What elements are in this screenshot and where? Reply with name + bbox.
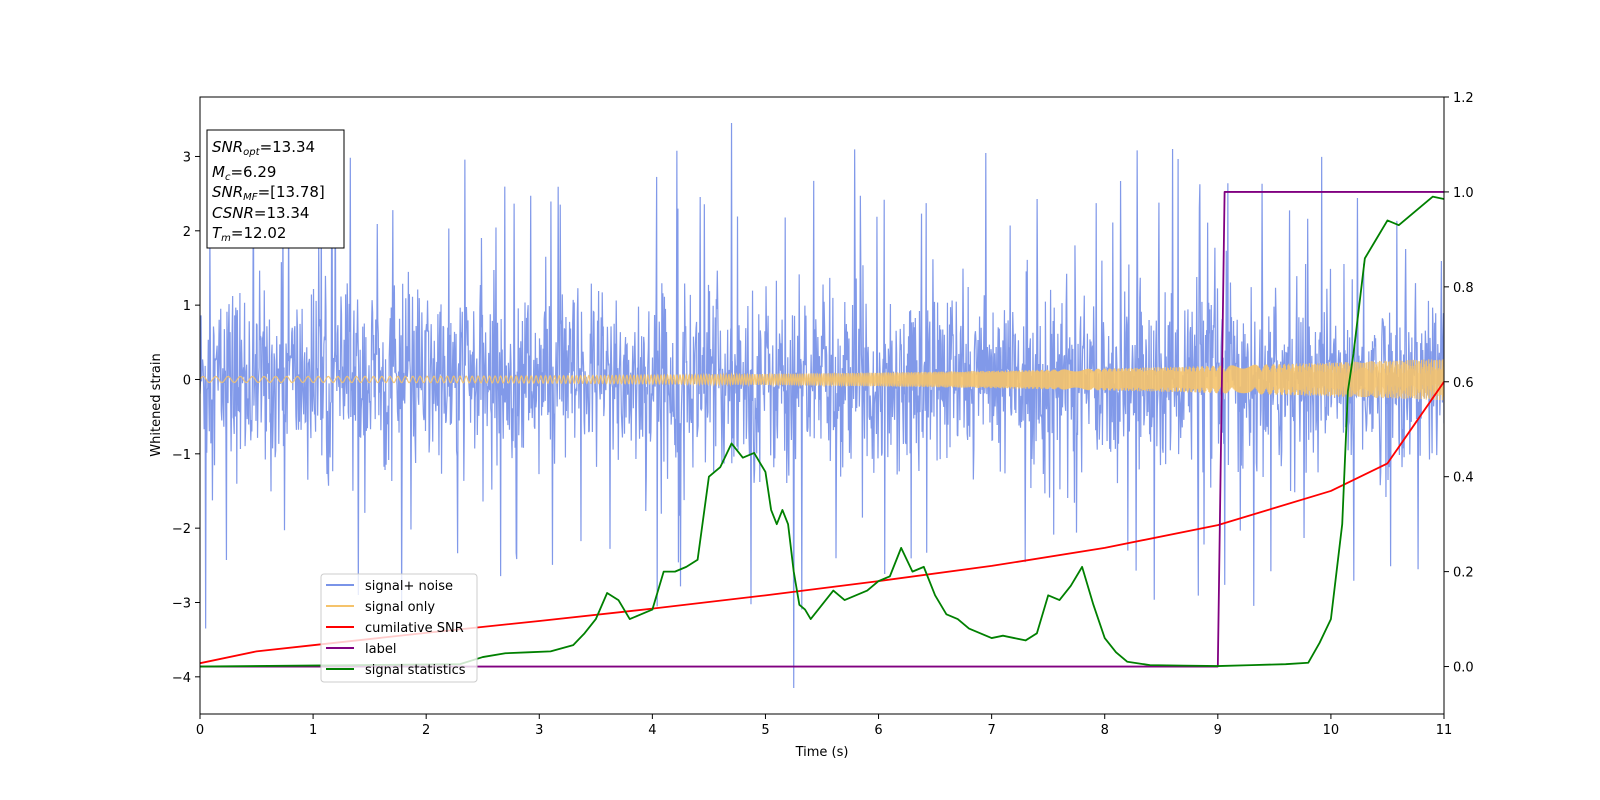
y-tick-label: 0: [183, 373, 191, 388]
y2-tick-label: 0.2: [1453, 566, 1474, 581]
x-tick-label: 6: [874, 723, 882, 738]
info-snr-opt: SNRopt=13.34: [212, 138, 315, 158]
x-tick-label: 3: [535, 723, 543, 738]
legend-label-cumulative-snr: cumilative SNR: [365, 621, 464, 636]
y2-tick-label: 0.6: [1453, 376, 1474, 391]
y-tick-label: 1: [183, 299, 191, 314]
y-axis-left: 3 2 1 0 −1 −2 −3 −4: [172, 150, 200, 686]
y-axis-right: 1.2 1.0 0.8 0.6 0.4 0.2 0.0: [1444, 91, 1474, 676]
legend-frame: [320, 573, 478, 683]
x-tick-label: 0: [196, 723, 204, 738]
x-tick-label: 1: [309, 723, 317, 738]
info-snr-mf: SNRMF=[13.78]: [212, 183, 325, 203]
info-tm: Tm=12.02: [212, 224, 286, 244]
x-tick-label: 10: [1323, 723, 1340, 738]
y2-tick-label: 0.0: [1453, 661, 1474, 676]
series-signal-noise: [200, 123, 1444, 688]
y2-tick-label: 1.2: [1453, 91, 1474, 106]
legend-label-label: label: [365, 642, 396, 657]
y-tick-label: −1: [172, 448, 191, 463]
x-tick-label: 11: [1436, 723, 1453, 738]
info-csnr: CSNR=13.34: [212, 204, 309, 222]
series-label: [200, 191, 1444, 668]
y-tick-label: 2: [183, 225, 191, 240]
legend-label-signal-statistics: signal statistics: [365, 663, 466, 678]
legend-label-signal-only: signal only: [365, 600, 435, 615]
series-signal-statistics: [200, 195, 1444, 668]
x-axis: 0 1 2 3 4 5 6 7 8 9 10 11: [196, 714, 1452, 738]
legend-label-signal-noise: signal+ noise: [365, 579, 453, 594]
legend: signal+ noise signal only cumilative SNR…: [320, 573, 478, 683]
x-tick-label: 8: [1101, 723, 1109, 738]
info-mc: Mc=6.29: [212, 163, 276, 183]
x-tick-label: 9: [1214, 723, 1222, 738]
series-signal-only: [200, 359, 1444, 401]
y-tick-label: −4: [172, 671, 191, 686]
plot-frame: [199, 96, 1445, 715]
info-box: SNRopt=13.34 Mc=6.29 SNRMF=[13.78] CSNR=…: [206, 129, 345, 249]
y2-tick-label: 0.8: [1453, 281, 1474, 296]
y-axis-label: Whitened strain: [149, 353, 164, 456]
info-box-frame: [206, 129, 345, 249]
y2-tick-label: 1.0: [1453, 186, 1474, 201]
x-tick-label: 7: [987, 723, 995, 738]
x-tick-label: 4: [648, 723, 656, 738]
x-axis-label: Time (s): [795, 745, 849, 760]
y-tick-label: −3: [172, 596, 191, 611]
x-tick-label: 5: [761, 723, 769, 738]
y2-tick-label: 0.4: [1453, 471, 1474, 486]
y-tick-label: −2: [172, 522, 191, 537]
x-tick-label: 2: [422, 723, 430, 738]
y-tick-label: 3: [183, 150, 191, 165]
